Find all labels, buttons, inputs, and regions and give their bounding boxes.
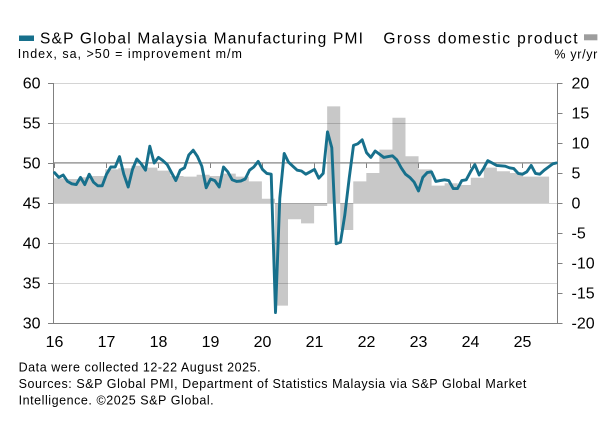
- svg-text:40: 40: [23, 236, 41, 253]
- svg-text:21: 21: [306, 334, 324, 351]
- svg-text:Intelligence. ©2025 S&P Global: Intelligence. ©2025 S&P Global.: [19, 394, 215, 408]
- svg-text:Data were collected 12-22 Augu: Data were collected 12-22 August 2025.: [19, 361, 262, 375]
- svg-text:15: 15: [572, 106, 590, 123]
- svg-text:Gross domestic product: Gross domestic product: [383, 31, 579, 48]
- svg-text:5: 5: [572, 166, 581, 183]
- svg-text:-10: -10: [572, 256, 595, 273]
- svg-text:10: 10: [572, 136, 590, 153]
- svg-text:S&P Global Malaysia Manufactur: S&P Global Malaysia Manufacturing PMI: [40, 31, 364, 48]
- svg-text:24: 24: [462, 334, 480, 351]
- svg-text:35: 35: [23, 276, 41, 293]
- svg-text:% yr/yr: % yr/yr: [554, 48, 598, 62]
- svg-text:16: 16: [46, 334, 64, 351]
- svg-text:55: 55: [23, 116, 41, 133]
- svg-text:23: 23: [410, 334, 428, 351]
- svg-text:20: 20: [254, 334, 272, 351]
- svg-text:-20: -20: [572, 316, 595, 333]
- svg-text:25: 25: [514, 334, 532, 351]
- svg-text:-15: -15: [572, 286, 595, 303]
- svg-text:60: 60: [23, 76, 41, 93]
- svg-text:45: 45: [23, 196, 41, 213]
- svg-text:Index, sa, >50 = improvement m: Index, sa, >50 = improvement m/m: [18, 47, 243, 61]
- svg-text:0: 0: [572, 196, 581, 213]
- svg-text:Sources: S&P Global PMI, Depar: Sources: S&P Global PMI, Department of S…: [19, 377, 527, 391]
- svg-text:17: 17: [98, 334, 116, 351]
- svg-text:30: 30: [23, 316, 41, 333]
- svg-text:-5: -5: [572, 226, 586, 243]
- svg-text:19: 19: [202, 334, 220, 351]
- svg-text:50: 50: [23, 156, 41, 173]
- svg-text:20: 20: [572, 76, 590, 93]
- svg-text:22: 22: [358, 334, 376, 351]
- svg-text:18: 18: [150, 334, 168, 351]
